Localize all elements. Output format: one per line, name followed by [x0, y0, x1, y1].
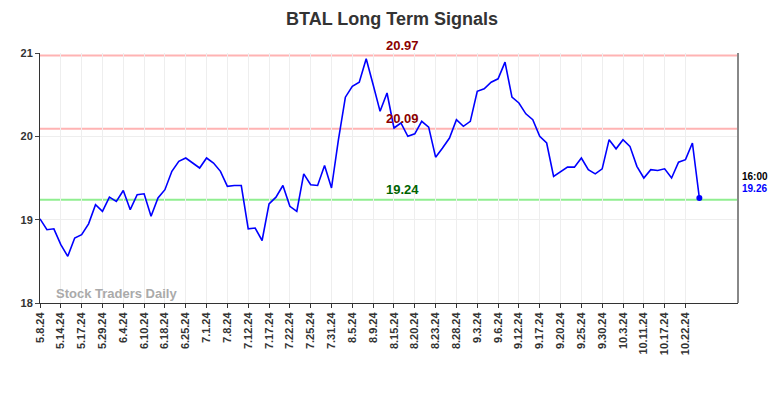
svg-text:7.31.24: 7.31.24 — [325, 312, 337, 350]
svg-text:9.6.24: 9.6.24 — [492, 312, 504, 343]
svg-text:7.8.24: 7.8.24 — [221, 312, 233, 343]
svg-text:10.17.24: 10.17.24 — [658, 312, 670, 356]
svg-text:7.22.24: 7.22.24 — [283, 312, 295, 350]
svg-text:9.3.24: 9.3.24 — [471, 312, 483, 343]
svg-text:19.24: 19.24 — [386, 182, 419, 197]
svg-text:9.17.24: 9.17.24 — [533, 312, 545, 350]
svg-text:19.26: 19.26 — [742, 183, 767, 194]
svg-text:9.12.24: 9.12.24 — [512, 312, 524, 350]
svg-text:6.18.24: 6.18.24 — [159, 312, 171, 350]
svg-text:9.30.24: 9.30.24 — [596, 312, 608, 350]
svg-text:20.97: 20.97 — [386, 38, 419, 53]
svg-text:20: 20 — [21, 130, 33, 142]
svg-text:7.1.24: 7.1.24 — [200, 312, 212, 343]
svg-text:5.8.24: 5.8.24 — [34, 312, 46, 343]
svg-text:5.17.24: 5.17.24 — [75, 312, 87, 350]
svg-text:8.15.24: 8.15.24 — [388, 312, 400, 350]
svg-text:19: 19 — [21, 214, 33, 226]
svg-text:21: 21 — [21, 47, 33, 59]
svg-text:7.25.24: 7.25.24 — [304, 312, 316, 350]
svg-text:6.10.24: 6.10.24 — [138, 312, 150, 350]
svg-text:18: 18 — [21, 297, 33, 309]
svg-text:8.9.24: 8.9.24 — [367, 312, 379, 343]
svg-text:Stock Traders Daily: Stock Traders Daily — [56, 286, 177, 301]
svg-text:8.23.24: 8.23.24 — [429, 312, 441, 350]
svg-text:7.17.24: 7.17.24 — [263, 312, 275, 350]
svg-text:9.25.24: 9.25.24 — [575, 312, 587, 350]
svg-text:BTAL Long Term Signals: BTAL Long Term Signals — [286, 9, 498, 29]
svg-text:16:00: 16:00 — [742, 171, 768, 182]
svg-text:10.11.24: 10.11.24 — [637, 312, 649, 355]
svg-text:5.29.24: 5.29.24 — [96, 312, 108, 350]
svg-text:6.25.24: 6.25.24 — [179, 312, 191, 350]
svg-text:20.09: 20.09 — [386, 111, 419, 126]
svg-text:8.28.24: 8.28.24 — [450, 312, 462, 350]
svg-text:8.20.24: 8.20.24 — [408, 312, 420, 350]
svg-text:5.14.24: 5.14.24 — [54, 312, 66, 350]
svg-text:9.20.24: 9.20.24 — [554, 312, 566, 350]
svg-text:10.3.24: 10.3.24 — [617, 312, 629, 350]
svg-text:6.4.24: 6.4.24 — [117, 312, 129, 343]
svg-text:8.5.24: 8.5.24 — [346, 312, 358, 343]
svg-text:10.22.24: 10.22.24 — [679, 312, 691, 356]
svg-text:7.12.24: 7.12.24 — [242, 312, 254, 350]
